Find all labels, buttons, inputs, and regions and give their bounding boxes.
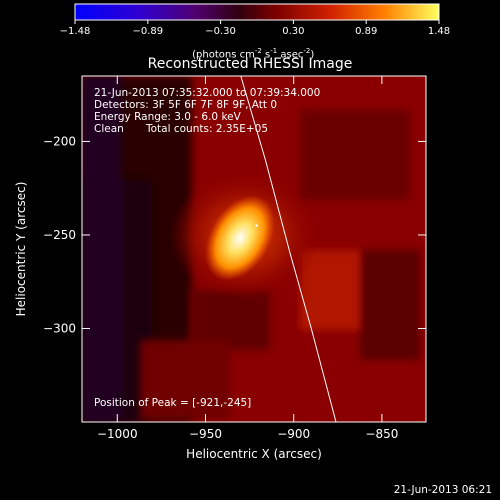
heatmap-image [82, 76, 426, 422]
y-tick-label: −200 [43, 134, 76, 148]
colorbar-tick-label: 1.48 [428, 26, 450, 37]
colorbar-unit-label: (photons cm-2 s-1 asec-2) [192, 47, 315, 61]
peak-point [255, 224, 258, 227]
annotation-total-counts: Total counts: 2.35E+05 [146, 123, 269, 135]
colorbar: −1.48 −0.89 −0.30 0.30 0.89 1.48 [60, 3, 450, 37]
chart-title: Reconstructed RHESSI Image [148, 56, 353, 72]
x-axis: −1000 −950 −900 −850 [97, 76, 398, 441]
y-tick-label: −300 [43, 321, 76, 335]
colorbar-tick-label: 0.30 [282, 26, 304, 37]
annotation-peak-position: Position of Peak = [-921,-245] [94, 397, 252, 409]
y-tick-label: −250 [43, 228, 76, 242]
colorbar-tick-label: −0.30 [205, 26, 236, 37]
annotation-method: Clean [94, 123, 124, 135]
annotation-energy-range: Energy Range: 3.0 - 6.0 keV [94, 111, 241, 123]
x-tick-label: −850 [365, 427, 398, 441]
plot-area: −1000 −950 −900 −850 −300 −250 −200 [43, 75, 427, 441]
colorbar-tick-label: −1.48 [60, 26, 91, 37]
colorbar-tick-label: 0.89 [355, 26, 377, 37]
annotation-detectors: Detectors: 3F 5F 6F 7F 8F 9F, Att 0 [94, 99, 278, 111]
x-tick-label: −900 [277, 427, 310, 441]
colorbar-ticks: −1.48 −0.89 −0.30 0.30 0.89 1.48 [60, 20, 450, 37]
plot-frame [81, 75, 427, 423]
y-axis: −300 −250 −200 [43, 134, 426, 335]
annotation-time-range: 21-Jun-2013 07:35:32.000 to 07:39:34.000 [94, 87, 321, 99]
y-axis-label: Heliocentric Y (arcsec) [14, 182, 28, 317]
colorbar-gradient [74, 3, 440, 21]
x-tick-label: −1000 [97, 427, 138, 441]
x-tick-label: −950 [189, 427, 222, 441]
peak-marker [255, 224, 258, 227]
colorbar-tick-label: −0.89 [132, 26, 163, 37]
solar-limb-line [240, 76, 337, 422]
plot-timestamp: 21-Jun-2013 06:21 [393, 484, 492, 496]
x-axis-label: Heliocentric X (arcsec) [186, 447, 322, 461]
